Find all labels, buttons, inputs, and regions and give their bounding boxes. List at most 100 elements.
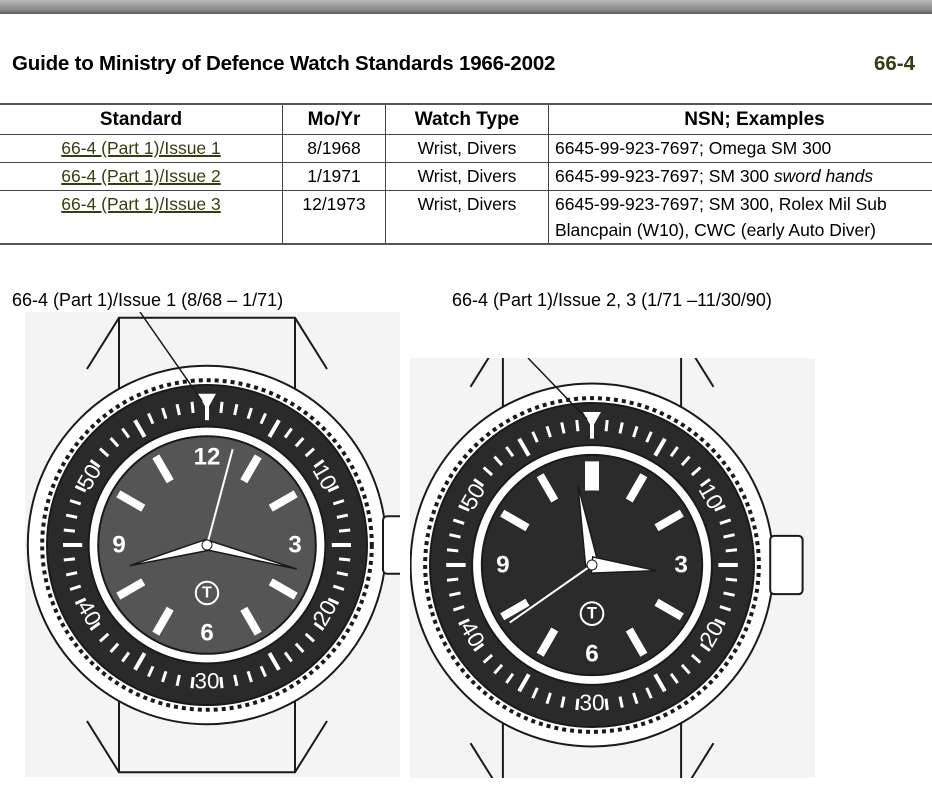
bezel-minute-mark <box>121 651 131 663</box>
bezel-minute-mark <box>632 692 639 705</box>
tritium-logo-icon: T <box>202 585 212 602</box>
bezel-minute-mark <box>653 437 667 457</box>
bezel-minute-mark <box>133 419 147 438</box>
nsn-cell: 6645-99-923-7697; SM 300 sword hands <box>548 162 932 191</box>
bezel-minute-mark <box>531 431 539 443</box>
hands-pivot <box>201 539 213 551</box>
bezel-minute-mark <box>714 504 726 512</box>
column-header-mo-yr: Mo/Yr <box>282 103 386 135</box>
bezel-minute-mark <box>259 665 267 678</box>
dial-numeral: 9 <box>496 552 510 579</box>
bezel-minute-mark <box>699 642 711 652</box>
bezel-minute-mark <box>246 670 253 683</box>
hour-marker <box>240 606 262 636</box>
bezel-minute-mark <box>446 577 459 582</box>
bezel-minute-mark <box>63 557 76 562</box>
bezel-minute-mark <box>517 437 531 457</box>
bezel-minute-mark <box>338 557 351 562</box>
hour-marker <box>152 454 174 484</box>
bezel-minute-mark <box>219 676 224 689</box>
nsn-text: 6645-99-923-7697; SM 300 <box>555 166 774 186</box>
bezel-minute-mark <box>680 663 691 675</box>
bezel-knurling <box>423 396 761 734</box>
bezel-minute-mark <box>458 618 470 626</box>
standard-link[interactable]: 66-4 (Part 1)/Issue 3 <box>61 194 221 214</box>
bezel-minute-mark <box>267 419 281 438</box>
bezel-minute-mark <box>294 642 305 654</box>
case-lugs-top <box>86 316 328 401</box>
bezel-minute-mark <box>283 427 293 439</box>
hour-marker <box>625 627 648 657</box>
bezel-minute-mark <box>618 422 624 434</box>
bezel-minute-mark <box>449 591 461 597</box>
case-lugs-bottom <box>86 689 328 774</box>
bezel-minute-mark <box>175 403 181 416</box>
figure-caption-issue-2-3: 66-4 (Part 1)/Issue 2, 3 (1/71 –11/30/90… <box>452 290 772 310</box>
bezel-minute-mark <box>190 401 195 414</box>
bezel-minute-mark <box>604 698 609 711</box>
second-hand <box>509 564 593 624</box>
bezel-minute-mark <box>133 652 147 671</box>
bezel-minute-mark <box>304 447 316 458</box>
hour-marker <box>240 454 262 484</box>
hour-marker <box>654 509 684 532</box>
bezel-minute-mark <box>65 513 78 519</box>
bezel-minute-mark <box>719 518 732 525</box>
dial-numeral: 12 <box>194 444 221 471</box>
bezel-minute-mark <box>294 436 305 448</box>
bezel-minute-mark <box>699 478 711 488</box>
bezel-minute-mark <box>304 632 316 643</box>
table-row: 66-4 (Part 1)/Issue 3 12/1973 Wrist, Div… <box>0 190 932 245</box>
standard-link[interactable]: 66-4 (Part 1)/Issue 1 <box>61 138 221 158</box>
bezel-minute-mark <box>493 663 504 675</box>
second-hand <box>206 448 234 546</box>
bezel-triangle-marker <box>583 411 601 428</box>
bezel-minute-mark <box>161 670 168 683</box>
figure-caption-issue-1: 66-4 (Part 1)/Issue 1 (8/68 – 1/71) <box>12 290 284 310</box>
dial-numeral: 3 <box>288 532 301 559</box>
bezel-minute-mark <box>175 674 181 687</box>
bezel-minute-mark <box>505 446 515 458</box>
bezel-minute-mark <box>452 518 465 525</box>
bezel-minute-mark <box>575 419 580 432</box>
bezel-triangle-marker <box>198 393 216 410</box>
bezel-minute-mark <box>109 642 120 654</box>
bezel-minute-mark <box>604 419 609 432</box>
bezel-minute-mark <box>473 478 485 488</box>
tritium-logo-circle <box>579 601 605 626</box>
bezel-minute-mark <box>560 696 566 708</box>
watch-type-cell: Wrist, Divers <box>385 162 549 191</box>
bezel-minute-mark <box>327 485 340 493</box>
standard-link[interactable]: 66-4 (Part 1)/Issue 2 <box>61 166 221 186</box>
dial-numeral: 3 <box>674 552 688 579</box>
case-lugs-bottom <box>469 710 715 778</box>
mo-yr-cell: 12/1973 <box>282 190 386 245</box>
bezel-minute-mark <box>690 653 702 664</box>
bezel-minute-mark <box>645 687 653 699</box>
bezel-minute-mark <box>327 597 340 605</box>
nsn-italic-text: sword hands <box>773 166 874 186</box>
bezel-minute-mark <box>259 412 267 425</box>
bezel-minute-mark <box>246 407 253 420</box>
nsn-text: 6645-99-923-7697; Omega SM 300 <box>555 138 832 158</box>
hour-marker <box>268 578 298 600</box>
bezel-minute-mark <box>190 676 195 689</box>
hour-marker <box>116 578 146 600</box>
bezel-minute-mark <box>482 653 494 664</box>
nsn-text-line2: Blancpain (W10), CWC (early Auto Diver) <box>555 220 876 240</box>
bezel-minute-mark <box>233 674 239 687</box>
column-header-standard: Standard <box>0 103 283 135</box>
crown <box>769 534 804 596</box>
bezel-minute-mark <box>719 605 732 612</box>
bezel-minute-mark <box>545 692 552 705</box>
bezel-minute-mark <box>449 533 461 539</box>
bezel-minute-mark <box>336 571 349 577</box>
bezel-minute-mark <box>63 528 76 533</box>
bezel-minute-mark <box>219 401 224 414</box>
bezel-minute-mark <box>65 571 78 577</box>
dial-numeral: 9 <box>112 532 125 559</box>
bezel-minute-mark <box>109 436 120 448</box>
bezel-minute-mark <box>452 605 465 612</box>
page-title: Guide to Ministry of Defence Watch Stand… <box>12 52 556 75</box>
